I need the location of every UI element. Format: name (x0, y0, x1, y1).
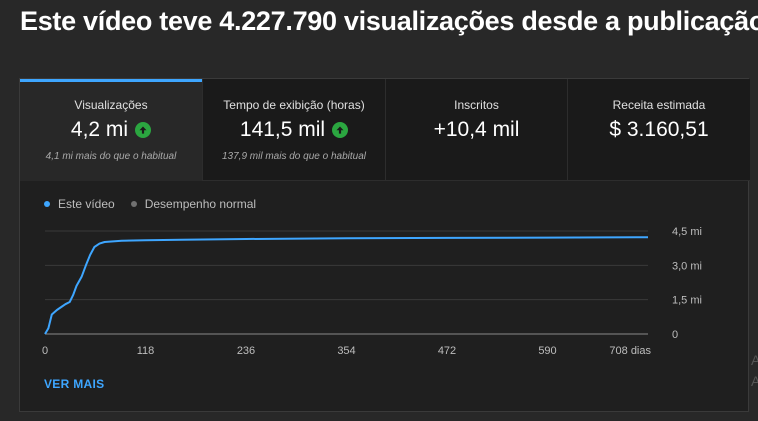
metric-tabs: Visualizações 4,2 mi 4,1 mi mais do que … (20, 79, 750, 181)
metric-label: Tempo de exibição (horas) (223, 98, 365, 112)
legend-label: Desempenho normal (144, 197, 257, 211)
x-tick-label: 0 (42, 345, 48, 357)
x-tick-label: 118 (137, 345, 155, 357)
tab-revenue[interactable]: Receita estimada $ 3.160,51 (568, 79, 750, 181)
tab-views[interactable]: Visualizações 4,2 mi 4,1 mi mais do que … (20, 79, 203, 181)
arrow-up-circle-icon (332, 122, 349, 138)
x-tick-label: 236 (237, 345, 255, 357)
metric-label: Visualizações (74, 98, 148, 112)
metric-comparison: 4,1 mi mais do que o habitual (45, 151, 177, 162)
legend-item-this-video[interactable]: Este vídeo (44, 197, 115, 211)
y-tick-label: 1,5 mi (672, 295, 702, 307)
metric-value: +10,4 mil (433, 118, 520, 141)
x-tick-label: 708 dias (609, 345, 651, 357)
legend-label: Este vídeo (58, 197, 115, 211)
side-text: A (751, 373, 758, 389)
metric-value: 4,2 mi (70, 118, 129, 141)
tab-watch-time[interactable]: Tempo de exibição (horas) 141,5 mil 137,… (203, 79, 386, 181)
metric-value: $ 3.160,51 (609, 118, 709, 141)
legend-dot-icon (44, 201, 50, 207)
page-title: Este vídeo teve 4.227.790 visualizações … (20, 6, 758, 36)
side-text: A (751, 352, 758, 368)
analytics-card: Visualizações 4,2 mi 4,1 mi mais do que … (19, 78, 750, 412)
arrow-up-circle-icon (135, 122, 152, 138)
y-tick-label: 4,5 mi (672, 226, 702, 238)
views-line-chart: 0 1,5 mi 3,0 mi 4,5 mi 0 118 236 354 472 590 708 d… (42, 226, 702, 357)
x-tick-label: 590 (538, 345, 556, 357)
legend-dot-icon (130, 201, 137, 207)
series-line-este-vídeo (44, 236, 649, 335)
metric-value: 141,5 mil (239, 118, 326, 141)
x-tick-label: 354 (337, 345, 355, 357)
y-tick-label: 3,0 mi (672, 260, 702, 272)
tab-subscribers[interactable]: Inscritos +10,4 mil (386, 79, 568, 181)
see-more-link[interactable]: VER MAIS (44, 377, 105, 391)
chart-legend: Este vídeo Desempenho normal (44, 197, 256, 211)
x-tick-label: 472 (438, 345, 456, 357)
metric-comparison: 137,9 mil mais do que o habitual (222, 151, 366, 162)
metric-label: Receita estimada (612, 98, 706, 112)
metric-label: Inscritos (454, 98, 499, 112)
y-tick-label: 0 (672, 329, 678, 341)
legend-item-typical[interactable]: Desempenho normal (130, 197, 257, 211)
